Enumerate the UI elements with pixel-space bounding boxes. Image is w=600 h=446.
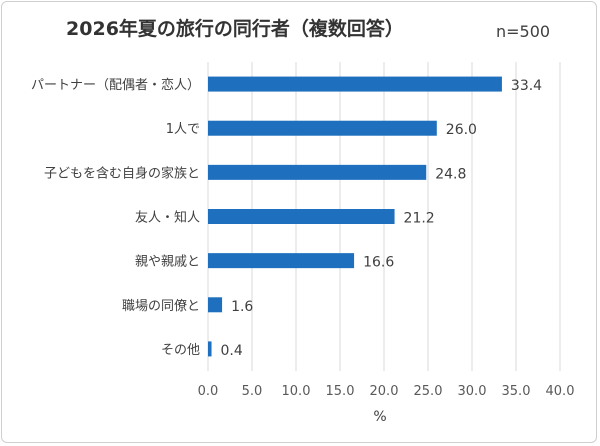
x-tick-label: 20.0 <box>370 384 399 399</box>
bar <box>208 253 355 269</box>
x-tick-label: 5.0 <box>242 384 263 399</box>
x-tick-label: 30.0 <box>458 384 487 399</box>
data-label: 1.6 <box>231 299 253 315</box>
data-label: 21.2 <box>404 211 435 227</box>
bar <box>208 76 502 92</box>
category-label: 子どもを含む自身の家族と <box>44 165 200 181</box>
x-tick-label: 10.0 <box>282 384 311 399</box>
sample-size: n=500 <box>496 22 551 41</box>
category-label: 1人で <box>166 122 200 137</box>
category-label: パートナー（配偶者・恋人） <box>31 77 200 93</box>
category-label: 親や親戚と <box>135 255 200 270</box>
bar <box>208 297 223 313</box>
x-tick-label: 15.0 <box>326 384 355 399</box>
x-tick-label: 40.0 <box>546 384 575 399</box>
x-axis-label: % <box>373 409 386 425</box>
data-label: 24.8 <box>435 166 466 182</box>
data-label: 26.0 <box>446 122 477 138</box>
data-label: 16.6 <box>363 255 394 271</box>
bar <box>208 164 427 180</box>
category-label: 友人・知人 <box>135 210 200 226</box>
data-label: 0.4 <box>221 343 243 359</box>
x-tick-label: 35.0 <box>502 384 531 399</box>
data-label: 33.4 <box>511 78 542 94</box>
bar <box>208 341 212 357</box>
category-label: その他 <box>161 343 200 358</box>
x-tick-label: 25.0 <box>414 384 443 399</box>
category-label: 職場の同僚と <box>122 299 200 314</box>
bar <box>208 209 395 224</box>
x-tick-label: 0.0 <box>198 384 219 399</box>
bar <box>208 120 437 136</box>
chart-title: 2026年夏の旅行の同行者（複数回答） <box>66 18 404 40</box>
